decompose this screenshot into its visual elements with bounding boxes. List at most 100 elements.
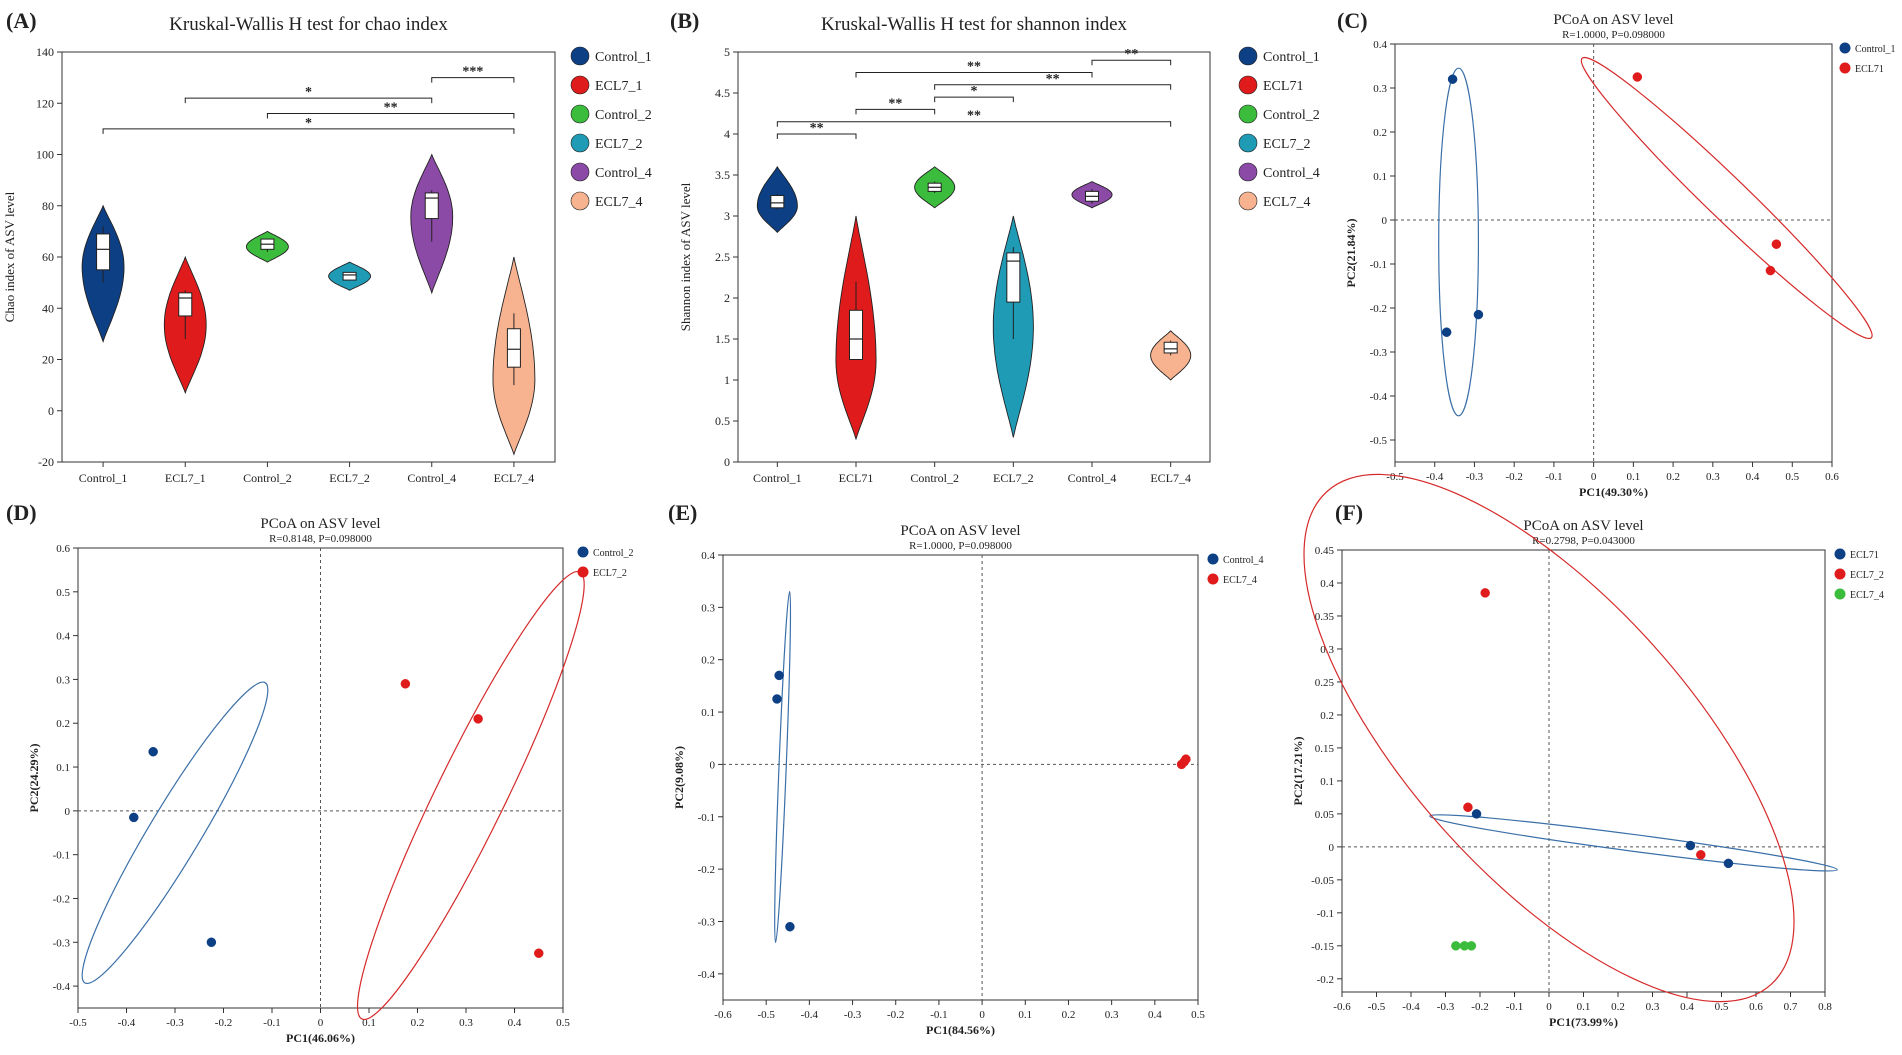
legend-label: ECL7_2 (593, 568, 627, 579)
pcoa-x-tick-label: -0.5 (1368, 1001, 1386, 1013)
pcoa-x-tick-label: 0.5 (556, 1017, 570, 1029)
data-point-ECL7_4 (1181, 754, 1191, 764)
pcoa-y-tick-label: 0.45 (1315, 545, 1335, 557)
y-axis-label: Shannon index of ASV level (678, 182, 693, 331)
chart-subtitle: R=0.8148, P=0.098000 (269, 533, 372, 545)
chart-title: PCoA on ASV level (260, 516, 380, 532)
violin-box (178, 292, 193, 317)
pcoa-x-tick-label: -0.6 (714, 1009, 732, 1021)
significance-label: *** (462, 65, 483, 80)
data-point-ECL71 (1765, 265, 1776, 276)
violin-y-tick-label: 4 (724, 127, 730, 141)
violin-y-tick-label: 0 (724, 455, 730, 469)
pcoa-y-tick-label: -0.3 (698, 916, 716, 928)
significance-bracket (776, 121, 1172, 127)
pcoa-y-tick-label: -0.1 (1370, 259, 1387, 271)
legend-label: Control_2 (1263, 108, 1320, 123)
data-point-Control_2 (129, 812, 139, 823)
pcoa-y-tick-label: -0.4 (1370, 391, 1388, 403)
pcoa-y-tick-label: -0.1 (698, 812, 715, 824)
violin-y-tick-label: 120 (36, 96, 54, 110)
panel-b: (B) Kruskal-Wallis H test for shannon ind… (670, 8, 1320, 485)
violin-y-tick-label: 100 (36, 148, 54, 162)
pcoa-y-tick-label: 0.4 (701, 550, 715, 562)
x-tick-label: ECL7_2 (993, 471, 1034, 485)
legend-marker (1238, 75, 1258, 95)
violin-y-tick-label: 5 (724, 45, 730, 59)
legend-marker (1834, 548, 1846, 560)
legend-label: ECL71 (1850, 550, 1879, 561)
pcoa-x-tick-label: -0.3 (844, 1009, 862, 1021)
significance-bracket (266, 113, 515, 119)
data-point-Control_2 (206, 937, 217, 948)
pcoa-x-tick-label: 0.3 (1105, 1009, 1119, 1021)
pcoa-x-tick-label: -0.5 (69, 1017, 87, 1029)
pcoa-x-tick-label: -0.4 (118, 1017, 136, 1029)
pcoa-x-tick-label: -0.4 (801, 1009, 819, 1021)
pcoa-x-tick-label: 0.3 (1646, 1001, 1660, 1013)
pcoa-y-tick-label: -0.5 (1370, 435, 1388, 447)
pcoa-y-tick-label: 0.5 (56, 587, 70, 599)
pcoa-y-tick-label: 0.1 (1320, 776, 1334, 788)
violin-box (342, 271, 357, 281)
violin-box (1006, 252, 1021, 303)
pcoa-y-tick-label: 0.3 (701, 602, 715, 614)
violin-y-tick-label: 60 (42, 250, 54, 264)
legend-label: Control_4 (1263, 166, 1320, 181)
pcoa-y-tick-label: 0.2 (1320, 710, 1334, 722)
pcoa-y-tick-label: -0.4 (698, 969, 716, 981)
panel-label: (B) (670, 8, 699, 33)
pcoa-y-tick-label: 0.4 (1373, 39, 1387, 51)
legend-label: Control_1 (595, 50, 652, 65)
pcoa-x-tick-label: 0.5 (1785, 471, 1799, 483)
pcoa-y-tick-label: 0.2 (1373, 127, 1387, 139)
pcoa-x-tick-label: 0.4 (1746, 471, 1760, 483)
pcoa-y-tick-label: 0 (65, 806, 71, 818)
significance-bracket (102, 128, 515, 134)
legend-marker (577, 566, 589, 578)
legend-label: ECL7_4 (1263, 195, 1310, 210)
legend-marker (570, 75, 590, 95)
panel-a: (A) Kruskal-Wallis H test for chao index -… (2, 8, 652, 485)
legend-marker (1834, 588, 1846, 600)
legend-label: ECL7_4 (1223, 575, 1257, 586)
x-tick-label: ECL7_4 (494, 471, 535, 485)
significance-label: ** (810, 121, 824, 136)
pcoa-x-tick-label: 0.6 (1749, 1001, 1763, 1013)
data-point-Control_1 (1473, 309, 1484, 320)
significance-bracket (855, 72, 1093, 78)
pcoa-x-tick-label: 0 (318, 1017, 324, 1029)
x-tick-label: ECL7_4 (1150, 471, 1191, 485)
legend-label: ECL7_2 (595, 137, 642, 152)
legend-marker (570, 162, 590, 182)
significance-label: * (305, 85, 312, 100)
violin-y-tick-label: 40 (42, 301, 54, 315)
y-axis-label: PC2(17.21%) (1291, 737, 1305, 806)
pcoa-y-tick-label: 0.2 (701, 655, 715, 667)
violin-y-tick-label: 0.5 (715, 414, 730, 428)
pcoa-x-tick-label: -0.2 (887, 1009, 904, 1021)
data-point-ECL71 (1632, 72, 1643, 82)
legend-label: Control_2 (593, 548, 634, 559)
violin-y-tick-label: 1 (724, 373, 730, 387)
pcoa-x-tick-label: 0.1 (1577, 1001, 1591, 1013)
pcoa-x-tick-label: -0.4 (1402, 1001, 1420, 1013)
violin-y-tick-label: 20 (42, 353, 54, 367)
confidence-ellipse-ECL71 (1429, 814, 1838, 872)
legend-marker (1207, 573, 1219, 585)
pcoa-y-tick-label: 0.2 (56, 718, 70, 730)
legend-label: Control_4 (1223, 555, 1264, 566)
pcoa-x-tick-label: 0.5 (1191, 1009, 1205, 1021)
chart-title: PCoA on ASV level (1523, 518, 1643, 534)
pcoa-x-tick-label: -0.2 (1471, 1001, 1488, 1013)
legend-marker (570, 104, 590, 124)
legend-marker (1238, 133, 1258, 153)
confidence-ellipse-ECL7_2 (356, 570, 585, 1021)
pcoa-x-tick-label: -0.3 (1437, 1001, 1455, 1013)
pcoa-x-tick-label: 0.2 (1611, 1001, 1625, 1013)
pcoa-x-tick-label: 0.6 (1825, 471, 1839, 483)
chart-subtitle: R=1.0000, P=0.098000 (909, 540, 1012, 552)
data-point-ECL71 (1685, 840, 1696, 851)
panel-label: (D) (6, 500, 37, 525)
